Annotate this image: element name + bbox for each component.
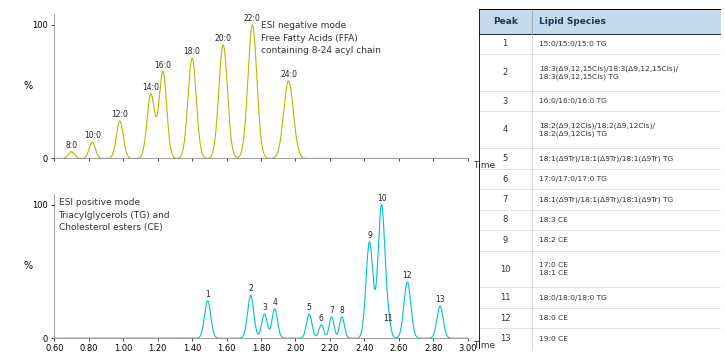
Text: Lipid Species: Lipid Species [539,17,606,26]
Text: 20:0: 20:0 [215,34,231,43]
Text: 12:0: 12:0 [112,110,128,119]
Text: Peak: Peak [493,17,518,26]
Text: 1: 1 [205,290,210,299]
Text: 10:0: 10:0 [84,131,101,140]
Text: 18:3 CE: 18:3 CE [539,217,568,223]
Text: 10: 10 [500,265,510,273]
Text: 17:0 CE
18:1 CE: 17:0 CE 18:1 CE [539,262,568,276]
Text: 15:0/15:0/15:0 TG: 15:0/15:0/15:0 TG [539,41,607,47]
Text: 18:2 CE: 18:2 CE [539,237,568,244]
Text: 7: 7 [329,306,334,315]
Text: 18:1(Δ9Tr)/18:1(Δ9Tr)/18:1(Δ9Tr) TG: 18:1(Δ9Tr)/18:1(Δ9Tr)/18:1(Δ9Tr) TG [539,155,674,162]
Text: 3: 3 [262,303,267,312]
Text: 6: 6 [502,174,508,184]
Text: 12: 12 [500,314,510,323]
Text: Time: Time [473,341,495,350]
Text: 9: 9 [367,231,372,240]
Text: 18:1(Δ9Tr)/18:1(Δ9Tr)/18:1(Δ9Tr) TG: 18:1(Δ9Tr)/18:1(Δ9Tr)/18:1(Δ9Tr) TG [539,196,674,203]
Text: 2: 2 [248,284,253,293]
Text: 24:0: 24:0 [280,70,297,79]
Text: 13: 13 [500,334,510,343]
Text: 18:0 CE: 18:0 CE [539,315,568,321]
Text: 1: 1 [502,40,507,48]
Text: 16:0/16:0/16:0 TG: 16:0/16:0/16:0 TG [539,98,607,104]
Text: 12: 12 [402,271,412,280]
Text: 4: 4 [502,125,507,135]
Text: 22:0: 22:0 [244,14,261,23]
Text: ESI positive mode
Triacylglycerols (TG) and
Cholesterol esters (CE): ESI positive mode Triacylglycerols (TG) … [59,198,170,232]
Text: 3: 3 [502,97,508,106]
Text: 8: 8 [502,215,508,224]
Text: 17:0/17:0/17:0 TG: 17:0/17:0/17:0 TG [539,176,607,182]
Text: 18:3(Δ9,12,15Cis)/18:3(Δ9,12,15Cis)/
18:3(Δ9,12,15Cis) TG: 18:3(Δ9,12,15Cis)/18:3(Δ9,12,15Cis)/ 18:… [539,66,679,80]
Text: 9: 9 [502,236,507,245]
Text: 7: 7 [502,195,508,204]
Text: 5: 5 [307,303,312,312]
Y-axis label: %: % [24,81,33,91]
Text: 19:0 CE: 19:0 CE [539,336,568,342]
Text: 8: 8 [339,306,344,315]
Text: 18:2(Δ9,12Cis)/18:2(Δ9,12Cis)/
18:2(Δ9,12Cis) TG: 18:2(Δ9,12Cis)/18:2(Δ9,12Cis)/ 18:2(Δ9,1… [539,123,655,137]
Bar [478,9,721,34]
Text: 2: 2 [502,68,507,77]
Text: 5: 5 [502,154,507,163]
Text: 14:0: 14:0 [142,83,160,92]
Text: 13: 13 [435,295,445,304]
Text: 4: 4 [273,298,277,307]
Text: 16:0: 16:0 [154,61,171,70]
Y-axis label: %: % [24,261,33,271]
Text: 11: 11 [384,314,393,323]
Text: 11: 11 [500,293,510,302]
Text: 8:0: 8:0 [65,141,78,150]
Text: Time: Time [473,161,495,170]
Text: 6: 6 [319,314,323,323]
Text: ESI negative mode
Free Fatty Acids (FFA)
containing 8-24 acyl chain: ESI negative mode Free Fatty Acids (FFA)… [261,21,381,56]
Text: 18:0/18:0/18:0 TG: 18:0/18:0/18:0 TG [539,295,607,301]
Text: 18:0: 18:0 [183,47,201,56]
Text: 10: 10 [377,194,386,203]
